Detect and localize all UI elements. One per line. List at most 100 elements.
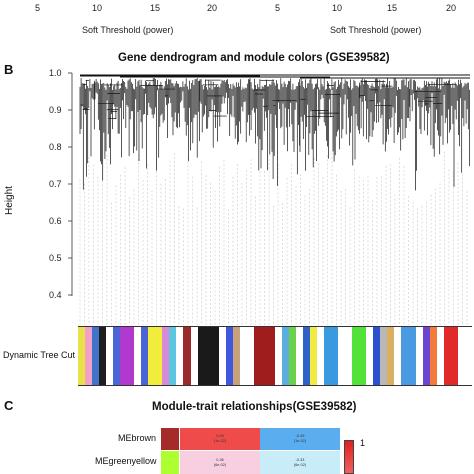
module-color-segment xyxy=(443,327,451,385)
module-color-segment xyxy=(324,327,332,385)
module-color-segment xyxy=(211,327,219,385)
module-color-segment xyxy=(281,327,289,385)
module-color-segment xyxy=(148,327,156,385)
module-color-segment xyxy=(85,327,93,385)
ytick-1.0: 1.0 xyxy=(49,68,62,78)
module-color-segment xyxy=(141,327,149,385)
module-color-segment xyxy=(176,327,184,385)
cell-pvalue: (6e-02) xyxy=(213,462,227,467)
module-color-segment xyxy=(429,327,437,385)
cell-mebrown-trait2: -0.49 (1e-02) xyxy=(260,428,340,450)
module-color-segment xyxy=(134,327,142,385)
module-color-segment xyxy=(183,327,191,385)
module-color-segment xyxy=(288,327,296,385)
ytick-0.5: 0.5 xyxy=(49,253,62,263)
left-tick-10: 10 xyxy=(92,3,103,13)
module-color-segment xyxy=(260,327,268,385)
module-color-segment xyxy=(345,327,353,385)
cell-megreenyellow-trait1: 0.36 (6e-02) xyxy=(180,451,260,474)
module-color-segment xyxy=(436,327,444,385)
module-color-segment xyxy=(162,327,170,385)
module-color-segment xyxy=(218,327,226,385)
module-color-segment xyxy=(380,327,388,385)
module-color-segment xyxy=(155,327,163,385)
panel-b-letter: B xyxy=(4,62,14,77)
module-color-segment xyxy=(338,327,346,385)
cell-mebrown-trait1: 0.49 (1e-02) xyxy=(180,428,260,450)
row-color-megreenyellow xyxy=(161,451,179,474)
left-tick-15: 15 xyxy=(150,3,161,13)
right-tick-20: 20 xyxy=(446,3,457,13)
left-tick-5: 5 xyxy=(35,3,41,13)
ytick-0.9: 0.9 xyxy=(49,105,62,115)
dendrogram-branches xyxy=(79,78,470,191)
module-color-segment xyxy=(373,327,381,385)
ytick-0.7: 0.7 xyxy=(49,179,62,189)
module-color-segment xyxy=(106,327,114,385)
left-xlabel: Soft Threshold (power) xyxy=(82,25,174,35)
colorbar-label: Dynamic Tree Cut xyxy=(3,350,76,360)
cell-pvalue: (1e-02) xyxy=(293,439,307,443)
row-color-mebrown xyxy=(161,428,179,450)
dynamic-tree-cut-bar xyxy=(78,326,472,386)
module-color-segment xyxy=(387,327,395,385)
module-color-segment xyxy=(239,327,247,385)
module-color-segment xyxy=(366,327,374,385)
panel-c-title: Module-trait relationships(GSE39582) xyxy=(152,401,357,413)
module-color-segment xyxy=(310,327,318,385)
module-color-segment xyxy=(232,327,240,385)
cell-pvalue: (1e-02) xyxy=(213,439,227,443)
module-color-segment xyxy=(246,327,254,385)
module-color-segment xyxy=(92,327,100,385)
row-label-mebrown: MEbrown xyxy=(118,433,157,443)
top-merges xyxy=(80,74,470,79)
module-color-segment xyxy=(225,327,233,385)
module-color-segment xyxy=(303,327,311,385)
leaf-guide-lines xyxy=(79,151,468,325)
module-color-segment xyxy=(120,327,128,385)
module-color-segment xyxy=(295,327,303,385)
module-color-segment xyxy=(274,327,282,385)
module-color-segment xyxy=(113,327,121,385)
panel-c-letter: C xyxy=(4,398,14,413)
color-scale-top-label: 1 xyxy=(360,438,366,448)
module-color-segment xyxy=(190,327,198,385)
module-color-segment xyxy=(415,327,423,385)
module-color-segment xyxy=(253,327,261,385)
right-tick-5: 5 xyxy=(275,3,281,13)
panel-b-title: Gene dendrogram and module colors (GSE39… xyxy=(118,52,390,64)
module-color-segment xyxy=(197,327,205,385)
y-axis xyxy=(68,72,73,296)
ytick-0.4: 0.4 xyxy=(49,290,62,300)
color-scale xyxy=(344,440,354,474)
cell-value: -0.49 xyxy=(295,434,305,438)
module-color-segment xyxy=(422,327,430,385)
ytick-0.6: 0.6 xyxy=(49,216,62,226)
module-color-segment xyxy=(267,327,275,385)
cell-megreenyellow-trait2: -0.33 (6e-02) xyxy=(260,451,340,474)
cell-pvalue: (6e-02) xyxy=(293,462,307,467)
module-color-segment xyxy=(359,327,367,385)
module-color-segment xyxy=(317,327,325,385)
module-color-segment xyxy=(401,327,409,385)
module-color-segment xyxy=(457,327,465,385)
right-tick-15: 15 xyxy=(387,3,398,13)
cell-value: 0.49 xyxy=(216,434,224,438)
module-color-segment xyxy=(169,327,177,385)
cell-value: 0.36 xyxy=(216,457,224,462)
right-tick-10: 10 xyxy=(332,3,343,13)
module-color-segment xyxy=(450,327,458,385)
module-color-segment xyxy=(331,327,339,385)
left-tick-20: 20 xyxy=(207,3,218,13)
module-color-segment xyxy=(78,327,86,385)
ytick-0.8: 0.8 xyxy=(49,142,62,152)
module-color-segment xyxy=(352,327,360,385)
right-xlabel: Soft Threshold (power) xyxy=(330,25,422,35)
module-color-segment xyxy=(394,327,402,385)
cell-value: -0.33 xyxy=(295,457,305,462)
module-color-segment xyxy=(408,327,416,385)
module-color-segment xyxy=(204,327,212,385)
module-color-segment xyxy=(99,327,107,385)
module-color-segment xyxy=(127,327,135,385)
